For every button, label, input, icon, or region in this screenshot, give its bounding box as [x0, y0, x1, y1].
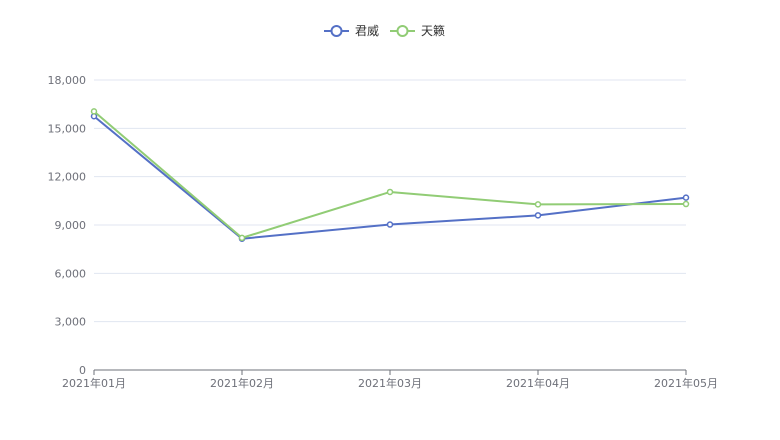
- x-tick-label: 2021年03月: [358, 376, 422, 390]
- y-tick-label: 3,000: [55, 316, 87, 329]
- data-point[interactable]: [534, 201, 542, 208]
- grid-lines: [94, 79, 686, 323]
- y-tick-label: 12,000: [48, 171, 87, 184]
- axes: 0 3,000 6,000 9,000 12,000 15,000 18,000 2021年0…: [48, 74, 719, 390]
- legend-item-0[interactable]: 君威: [324, 24, 379, 38]
- y-tick-label: 15,000: [48, 122, 87, 135]
- data-point[interactable]: [682, 200, 690, 208]
- data-point[interactable]: [238, 234, 246, 242]
- x-tick-label: 2021年04月: [506, 376, 570, 390]
- y-tick-label: 6,000: [55, 267, 87, 280]
- x-tick-label: 2021年02月: [210, 376, 274, 390]
- series-group: [90, 108, 690, 242]
- x-tick-label: 2021年05月: [654, 376, 718, 390]
- legend-circle-icon: [330, 25, 343, 37]
- series-line-1: [93, 110, 687, 239]
- legend[interactable]: 君威 天籁: [324, 23, 445, 38]
- legend-circle-icon: [396, 25, 409, 37]
- legend-label: 天籁: [421, 23, 445, 38]
- data-point[interactable]: [682, 194, 690, 201]
- series-line-0: [93, 115, 687, 240]
- legend-item-1[interactable]: 天籁: [390, 23, 445, 38]
- data-point[interactable]: [386, 221, 394, 228]
- data-point[interactable]: [534, 212, 542, 219]
- y-tick-label: 18,000: [48, 74, 87, 87]
- y-tick-label: 9,000: [55, 219, 87, 232]
- y-tick-label: 0: [79, 364, 86, 377]
- x-tick-label: 2021年01月: [62, 376, 126, 390]
- data-point[interactable]: [90, 108, 98, 115]
- data-point[interactable]: [386, 188, 394, 196]
- legend-label: 君威: [355, 24, 379, 38]
